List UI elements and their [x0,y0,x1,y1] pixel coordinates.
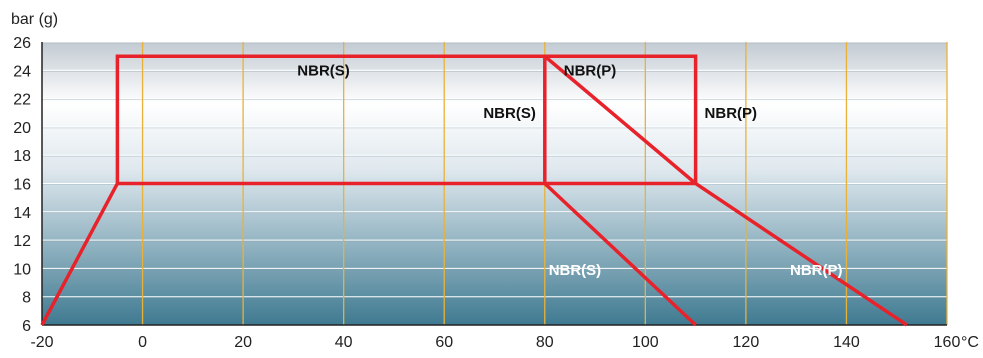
y-tick-label: 18 [13,148,31,165]
y-axis-label: bar (g) [11,11,58,28]
y-tick-label: 14 [13,205,31,222]
y-axis-ticks: 6 8 10 12 14 16 18 20 22 24 26 [13,35,31,335]
x-axis-ticks: -20 0 20 40 60 80 100 120 140 160 °C [30,334,979,351]
x-tick-label: 0 [138,334,147,351]
x-tick-label: 140 [833,334,860,351]
region-label: NBR(P) [790,262,843,279]
series-layer [40,54,908,327]
region-label: NBR(P) [705,105,758,122]
region-label: NBR(S) [297,62,350,79]
region-labels: NBR(S) NBR(P) NBR(S) NBR(P) NBR(S) NBR(P) [297,62,842,279]
y-tick-label: 20 [13,120,31,137]
x-tick-label: 40 [335,334,353,351]
x-tick-label: 20 [234,334,252,351]
y-tick-label: 6 [22,318,31,335]
y-tick-label: 26 [13,35,31,52]
x-tick-label: 100 [632,334,659,351]
region-label: NBR(P) [564,62,617,79]
y-tick-label: 12 [13,233,31,250]
y-tick-label: 8 [22,290,31,307]
x-tick-label: -20 [30,334,53,351]
region-label: NBR(S) [483,105,536,122]
y-tick-label: 24 [13,63,31,80]
x-tick-label: 120 [733,334,760,351]
x-axis-unit-label: °C [961,334,979,351]
series-boundary-nbrs [40,54,697,327]
y-tick-label: 10 [13,261,31,278]
x-tick-label: 160 [934,334,961,351]
y-tick-label: 22 [13,92,31,109]
region-label: NBR(S) [549,262,602,279]
y-tick-label: 16 [13,177,31,194]
x-tick-label: 80 [536,334,554,351]
series-boundary-nbrp [117,54,908,327]
x-tick-label: 60 [435,334,453,351]
